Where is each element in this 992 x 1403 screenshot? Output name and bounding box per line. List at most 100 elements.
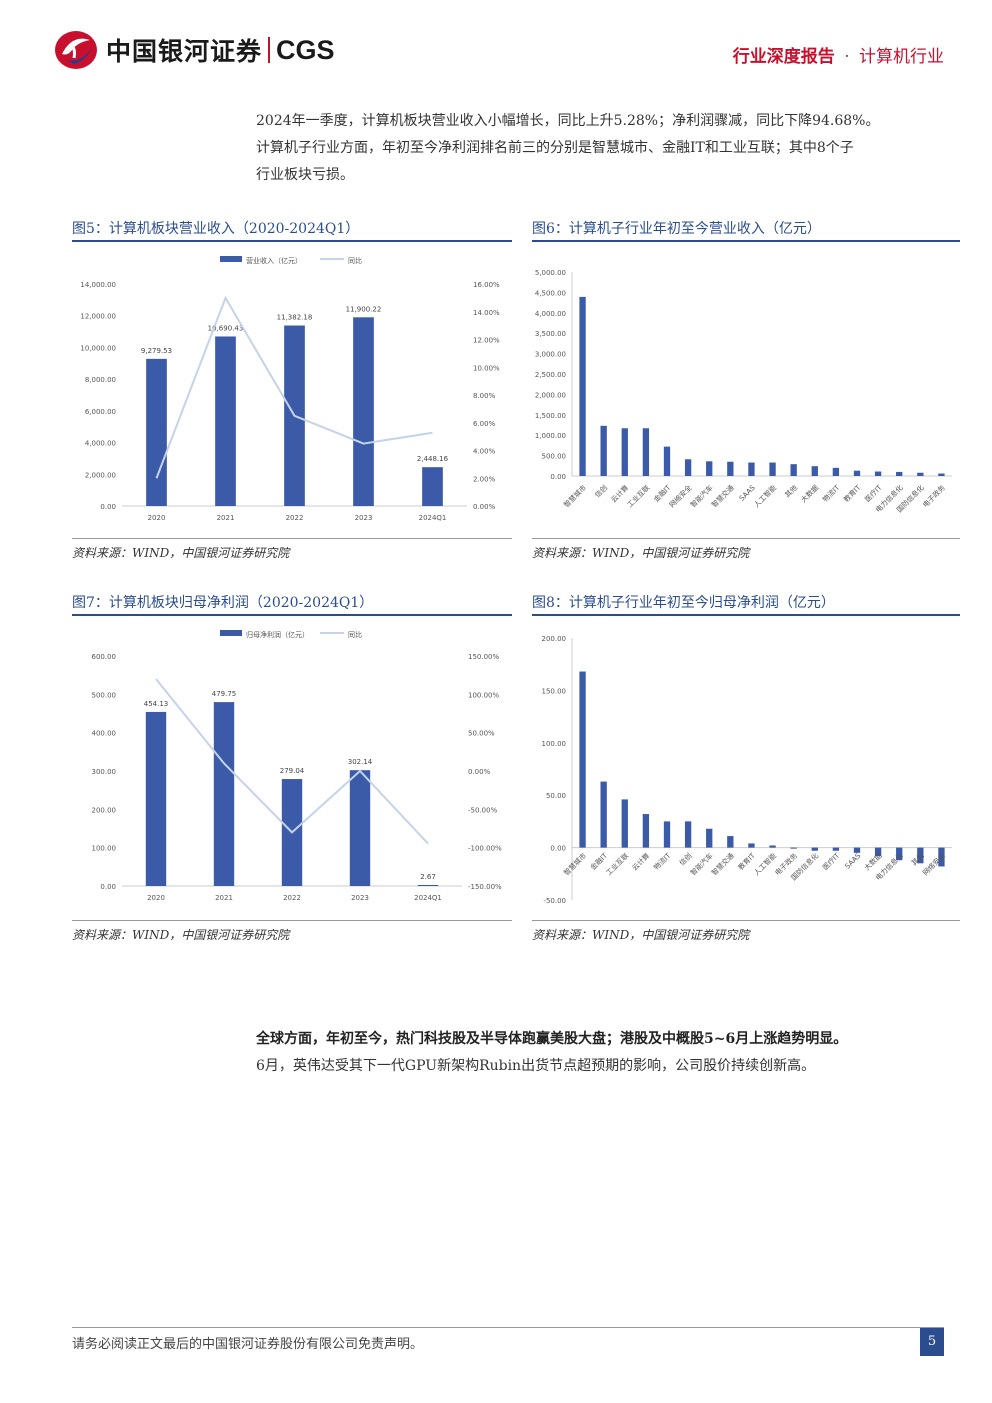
x-tick-label: SAAS xyxy=(843,851,862,870)
industry-name: 计算机行业 xyxy=(859,47,944,67)
y-tick-label: 0.00 xyxy=(550,473,566,481)
y-right-tick-label: -150.00% xyxy=(468,883,502,891)
intro-line-1: 2024年一季度，计算机板块营业收入小幅增长，同比上升5.28%；净利润骤减，同… xyxy=(256,113,880,129)
fig7-chart: 归母净利润（亿元） 同比 0.00 100.00 200.00 300.00 400.00 5… xyxy=(92,630,502,902)
bar xyxy=(663,446,671,476)
bar xyxy=(579,296,586,476)
x-tick-label: 智慧城市 xyxy=(562,851,588,877)
bar xyxy=(600,781,607,848)
x-tick-label: 云计算 xyxy=(630,851,651,872)
global-line-2: 6月，英伟达受其下一代GPU新架构Rubin出货节点超预期的影响，公司股价持续创… xyxy=(256,1058,816,1074)
fig8-title-rule xyxy=(532,614,960,616)
y-tick-label: 1,000.00 xyxy=(535,432,566,440)
x-tick-label: 2024Q1 xyxy=(414,894,442,902)
y-tick-label: 1,500.00 xyxy=(535,412,566,420)
footer-disclaimer: 请务必阅读正文最后的中国银河证券股份有限公司免责声明。 xyxy=(72,1337,424,1352)
fig5-source: 资料来源：WIND，中国银河证券研究院 xyxy=(72,546,290,560)
y-left-tick-label: 0.00 xyxy=(100,883,116,891)
y-left-tick-label: 12,000.00 xyxy=(80,313,116,321)
bar-data-label: 302.14 xyxy=(348,758,373,766)
y-right-tick-label: 2.00% xyxy=(473,475,496,483)
bar xyxy=(938,473,945,476)
fig6-bottom-rule xyxy=(532,538,960,539)
x-tick-label: 信创 xyxy=(593,483,609,499)
x-tick-label: 智慧交通 xyxy=(710,483,736,509)
intro-paragraph: 2024年一季度，计算机板块营业收入小幅增长，同比上升5.28%；净利润骤减，同… xyxy=(256,108,946,189)
bar xyxy=(748,462,755,476)
logo-divider xyxy=(268,37,271,63)
y-right-tick-label: 12.00% xyxy=(473,337,500,345)
x-tick-label: 2024Q1 xyxy=(419,514,447,522)
fig6-title: 图6：计算机子行业年初至今营业收入（亿元） xyxy=(532,221,821,237)
y-right-tick-label: 6.00% xyxy=(473,420,496,428)
fig6-chart: 0.00 500.00 1,000.00 1,500.00 2,000.00 2,500.… xyxy=(535,269,952,514)
global-paragraph: 全球方面，年初至今，热门科技股及半导体跑赢美股大盘；港股及中概股5~6月上涨趋势… xyxy=(256,1026,956,1080)
bar xyxy=(790,847,797,849)
bar xyxy=(579,671,586,848)
bar xyxy=(874,471,882,476)
y-tick-label: 2,000.00 xyxy=(535,391,566,399)
bar xyxy=(684,821,692,848)
bar xyxy=(213,702,235,886)
y-tick-label: -50.00 xyxy=(543,897,566,905)
report-type: 行业深度报告 xyxy=(732,47,835,67)
bar xyxy=(349,770,371,886)
bar xyxy=(853,847,861,853)
bar xyxy=(145,711,167,886)
intro-line-2: 计算机子行业方面，年初至今净利润排名前三的分别是智慧城市、金融IT和工业互联；其… xyxy=(256,140,854,156)
footer-rule xyxy=(72,1327,944,1328)
x-tick-label: 人工智能 xyxy=(752,483,778,509)
y-tick-label: 3,000.00 xyxy=(535,351,566,359)
y-tick-label: 500.00 xyxy=(542,453,567,461)
bar xyxy=(417,884,439,886)
bar-data-label: 454.13 xyxy=(144,700,169,708)
y-right-tick-label: 150.00% xyxy=(468,653,499,661)
y-left-tick-label: 500.00 xyxy=(92,691,117,699)
bar xyxy=(621,799,628,848)
fig8-bottom-rule xyxy=(532,920,960,921)
fig5-title: 图5：计算机板块营业收入（2020-2024Q1） xyxy=(72,221,360,237)
y-left-tick-label: 600.00 xyxy=(92,653,117,661)
bar xyxy=(422,467,443,506)
bar-data-label: 9,279.53 xyxy=(141,347,172,355)
legend-bar-label: 归母净利润（亿元） xyxy=(246,630,309,639)
y-tick-label: 50.00 xyxy=(546,792,566,800)
bar xyxy=(663,821,671,848)
bar-data-label: 2.67 xyxy=(420,873,436,881)
bar xyxy=(853,470,861,476)
fig7-source: 资料来源：WIND，中国银河证券研究院 xyxy=(72,928,290,942)
bar-data-label: 279.04 xyxy=(280,767,305,775)
bar xyxy=(811,466,818,476)
x-tick-label: 医疗IT xyxy=(821,851,842,872)
y-tick-label: 5,000.00 xyxy=(535,269,566,277)
bar xyxy=(215,336,236,506)
x-tick-label: 大数据 xyxy=(799,483,820,504)
legend-bar-swatch xyxy=(220,256,242,262)
y-left-tick-label: 14,000.00 xyxy=(80,281,116,289)
fig5-title-rule xyxy=(72,240,512,242)
bar xyxy=(832,847,840,851)
y-tick-label: 150.00 xyxy=(542,687,567,695)
bar xyxy=(832,467,840,476)
bar xyxy=(896,847,903,861)
bar-data-label: 10,690.43 xyxy=(208,324,244,332)
y-right-tick-label: 8.00% xyxy=(473,392,496,400)
fig5-bottom-rule xyxy=(72,538,512,539)
page-number: 5 xyxy=(920,1328,944,1356)
y-right-tick-label: -100.00% xyxy=(468,845,502,853)
y-right-tick-label: 16.00% xyxy=(473,281,500,289)
fig8-title: 图8：计算机子行业年初至今归母净利润（亿元） xyxy=(532,595,835,611)
y-tick-label: 4,000.00 xyxy=(535,310,566,318)
legend-bar-swatch xyxy=(220,630,242,636)
x-tick-label: 2020 xyxy=(148,514,166,522)
company-logo: 中国银河证券 CGS xyxy=(52,28,335,72)
fig7-title-rule xyxy=(72,614,512,616)
y-tick-label: 0.00 xyxy=(550,845,566,853)
bar xyxy=(706,461,713,476)
header-report-type: 行业深度报告 · 计算机行业 xyxy=(733,42,944,67)
y-right-tick-label: 0.00% xyxy=(473,503,496,511)
x-tick-label: 2020 xyxy=(147,894,165,902)
x-tick-label: 工业互联 xyxy=(604,851,630,877)
y-left-tick-label: 100.00 xyxy=(92,845,117,853)
